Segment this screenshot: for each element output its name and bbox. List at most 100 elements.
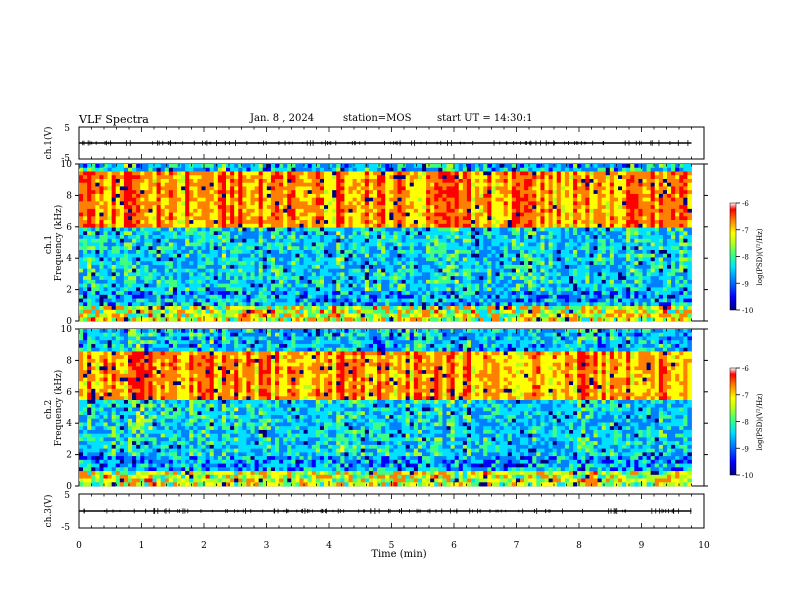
- spectrogram-cell: [262, 306, 268, 311]
- spectrogram-cell: [422, 178, 427, 184]
- spectrogram-cell: [479, 212, 484, 217]
- spectrogram-cell: [458, 261, 464, 266]
- spectrogram-cell: [454, 201, 460, 206]
- spectrogram-cell: [79, 302, 84, 307]
- spectrogram-cell: [87, 283, 92, 288]
- spectrogram-cell: [442, 216, 447, 221]
- spectrogram-cell: [401, 231, 407, 236]
- spectrogram-cell: [197, 220, 202, 225]
- spectrogram-cell: [401, 171, 407, 176]
- spectrogram-cell: [156, 235, 162, 240]
- spectrogram-cell: [311, 279, 317, 285]
- spectrogram-cell: [311, 190, 317, 195]
- spectrogram-cell: [205, 190, 211, 195]
- spectrogram-cell: [123, 306, 129, 311]
- spectrogram-cell: [393, 257, 398, 262]
- spectrogram-cell: [417, 193, 423, 199]
- spectrogram-cell: [328, 186, 333, 191]
- spectrogram-cell: [409, 197, 415, 202]
- spectrogram-cell: [511, 231, 517, 236]
- spectrogram-cell: [307, 279, 313, 285]
- spectrogram-cell: [156, 175, 162, 180]
- spectrogram-cell: [266, 317, 272, 322]
- spectrogram-cell: [226, 182, 231, 187]
- spectrogram-cell: [266, 294, 272, 299]
- spectrogram-cell: [483, 197, 488, 202]
- spectrogram-cell: [426, 238, 431, 243]
- spectrogram-cell: [434, 193, 439, 199]
- spectrogram-cell: [515, 235, 521, 240]
- spectrogram-cell: [491, 197, 496, 202]
- spectrogram-cell: [458, 182, 464, 187]
- spectrogram-cell: [389, 268, 394, 273]
- spectrogram-cell: [556, 223, 562, 228]
- spectrogram-cell: [164, 291, 170, 296]
- spectrogram-cell: [319, 171, 325, 176]
- spectrogram-cell: [136, 178, 141, 184]
- spectrogram-cell: [234, 264, 239, 270]
- spectrogram-cell: [140, 276, 145, 281]
- spectrogram-cell: [295, 246, 300, 251]
- spectrogram-cell: [524, 167, 529, 172]
- spectrogram-cell: [315, 193, 321, 199]
- spectrogram-cell: [172, 294, 178, 299]
- spectrogram-cell: [217, 171, 223, 176]
- spectrogram-cell: [107, 227, 113, 232]
- spectrogram-cell: [79, 231, 84, 236]
- spectrogram-cell: [397, 208, 402, 213]
- spectrogram-cell: [164, 313, 170, 318]
- spectrogram-cell: [332, 164, 337, 169]
- spectrogram-cell: [324, 227, 329, 232]
- spectrogram-cell: [164, 276, 170, 281]
- spectrogram-cell: [303, 302, 309, 307]
- spectrogram-cell: [324, 175, 329, 180]
- spectrogram-cell: [123, 212, 129, 217]
- spectrogram-cell: [95, 190, 100, 195]
- spectrogram-cell: [152, 272, 157, 277]
- spectrogram-cell: [303, 197, 309, 202]
- spectrogram-cell: [291, 190, 296, 195]
- spectrogram-cell: [377, 171, 382, 176]
- spectrogram-cell: [79, 279, 84, 285]
- spectrogram-cell: [377, 272, 382, 277]
- spectrogram-cell: [475, 276, 480, 281]
- spectrogram-cell: [356, 182, 362, 187]
- spectrogram-cell: [172, 201, 178, 206]
- spectrogram-cell: [328, 178, 333, 184]
- spectrogram-cell: [275, 291, 280, 296]
- spectrogram-cell: [434, 171, 439, 176]
- spectrogram-cell: [344, 167, 349, 172]
- spectrogram-cell: [254, 186, 260, 191]
- spectrogram-cell: [132, 309, 137, 314]
- spectrogram-cell: [160, 227, 166, 232]
- spectrogram-cell: [181, 264, 186, 270]
- spectrogram-cell: [377, 231, 382, 236]
- spectrogram-cell: [148, 238, 153, 243]
- spectrogram-cell: [344, 287, 349, 292]
- spectrogram-cell: [279, 309, 284, 314]
- spectrogram-cell: [95, 317, 100, 322]
- spectrogram-cell: [287, 246, 292, 251]
- spectrogram-cell: [385, 190, 390, 195]
- spectrogram-cell: [132, 178, 137, 184]
- spectrogram-cell: [450, 190, 456, 195]
- spectrogram-cell: [471, 231, 476, 236]
- spectrogram-cell: [360, 216, 366, 221]
- spectrogram-cell: [242, 227, 247, 232]
- spectrogram-cell: [328, 182, 333, 187]
- spectrogram-cell: [466, 193, 472, 199]
- spectrogram-cell: [389, 193, 394, 199]
- spectrogram-cell: [458, 227, 464, 232]
- spectrogram-cell: [503, 291, 509, 296]
- spectrogram-cell: [495, 309, 500, 314]
- spectrogram-cell: [560, 212, 566, 217]
- spectrogram-cell: [409, 309, 415, 314]
- spectrogram-cell: [87, 197, 92, 202]
- spectrogram-cell: [128, 294, 133, 299]
- spectrogram-cell: [148, 186, 153, 191]
- spectrogram-cell: [385, 261, 390, 266]
- spectrogram-cell: [148, 268, 153, 273]
- spectrogram-cell: [389, 264, 394, 270]
- spectrogram-cell: [340, 283, 345, 288]
- spectrogram-cell: [177, 268, 182, 273]
